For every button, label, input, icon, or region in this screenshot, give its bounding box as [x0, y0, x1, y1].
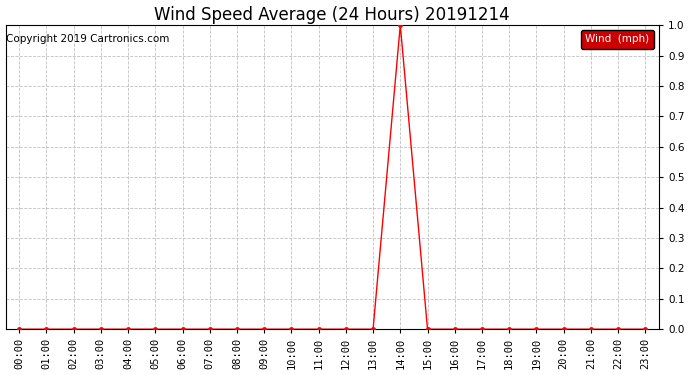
Text: Copyright 2019 Cartronics.com: Copyright 2019 Cartronics.com	[6, 34, 170, 44]
Title: Wind Speed Average (24 Hours) 20191214: Wind Speed Average (24 Hours) 20191214	[155, 6, 510, 24]
Legend: Wind  (mph): Wind (mph)	[581, 30, 653, 49]
